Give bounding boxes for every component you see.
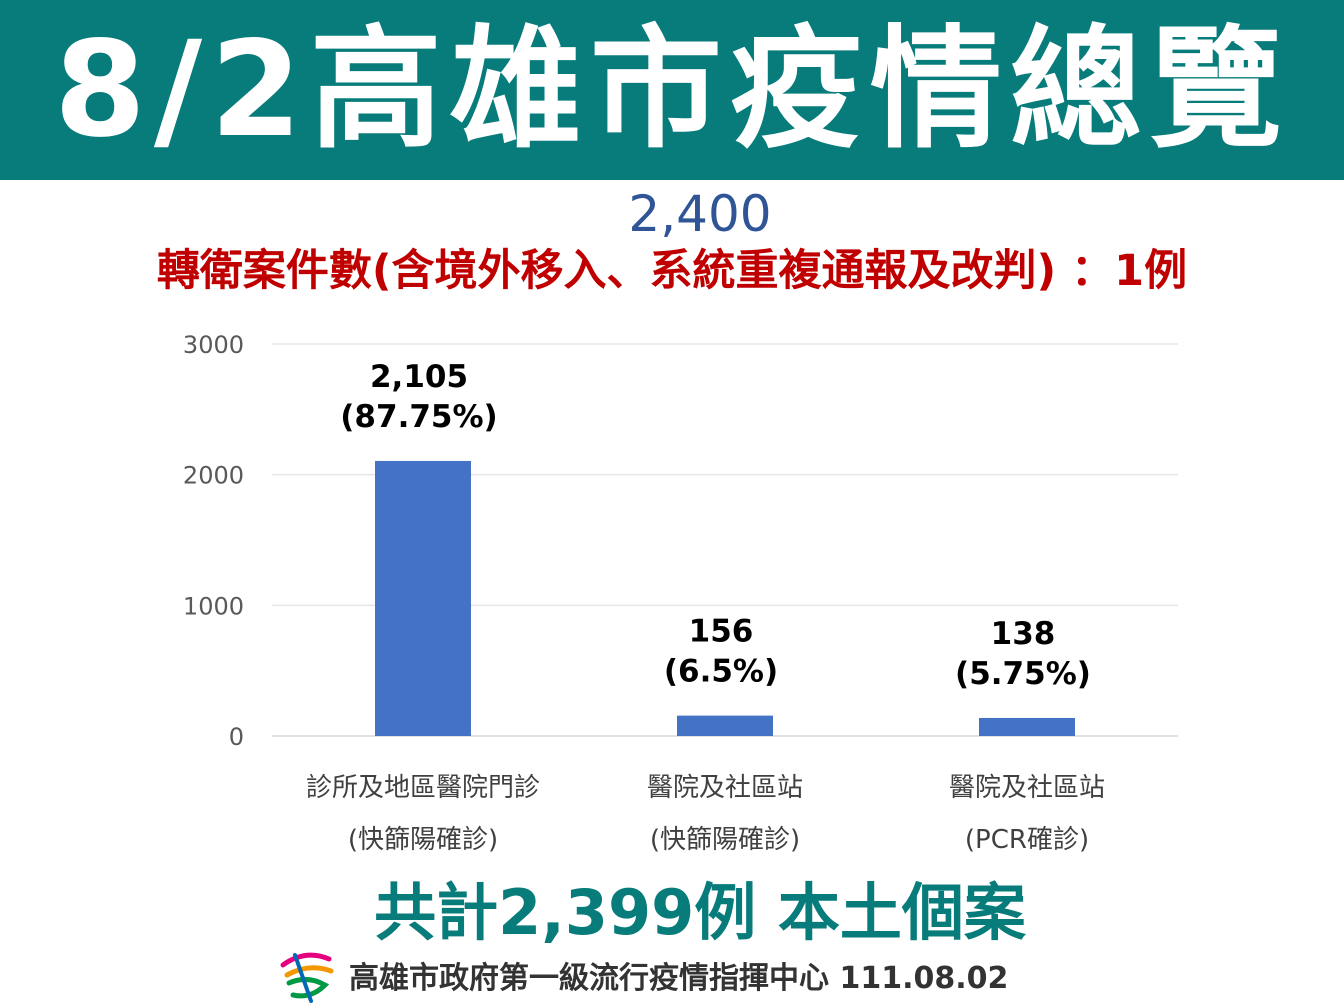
x-category-label: (PCR確診) (965, 825, 1089, 855)
footer-text: 高雄市政府第一級流行疫情指揮中心 111.08.02 (349, 961, 1009, 996)
x-category-label: (快篩陽確診) (348, 825, 498, 855)
footer: 高雄市政府第一級流行疫情指揮中心 111.08.02 (275, 942, 1008, 1008)
x-category-label: (快篩陽確診) (650, 825, 800, 855)
total-cases-figure: 2,400 (628, 185, 772, 243)
x-category-label: 醫院及社區站 (647, 773, 803, 803)
y-tick-label: 1000 (183, 592, 244, 620)
y-tick-label: 3000 (183, 331, 244, 359)
data-label-percent: (5.75%) (955, 656, 1091, 692)
y-tick-label: 0 (229, 723, 244, 751)
bar-chart: 0 1000 2000 3000 2,105 (87.75%) 診所及地區醫院門診 (快篩陽確… (183, 331, 1178, 855)
page-title: 8/2高雄市疫情總覽 (54, 13, 1290, 167)
x-category-label: 醫院及社區站 (949, 773, 1105, 803)
data-label-value: 138 (991, 616, 1056, 652)
bar-1 (375, 460, 471, 736)
summary-total: 共計2,399例 本土個案 (374, 876, 1026, 949)
title-banner: 8/2高雄市疫情總覽 (0, 0, 1344, 180)
data-label-value: 2,105 (370, 359, 468, 395)
data-label-value: 156 (689, 614, 754, 650)
x-category-label: 診所及地區醫院門診 (306, 773, 540, 803)
y-tick-label: 2000 (183, 462, 244, 490)
bar-3 (979, 717, 1075, 736)
data-label-percent: (6.5%) (664, 654, 778, 690)
bar-2 (677, 715, 773, 736)
transfer-note: 轉衛案件數(含境外移入、系統重複通報及改判) ：1例 (156, 246, 1188, 296)
data-label-percent: (87.75%) (340, 399, 497, 435)
kaohsiung-logo-icon (280, 952, 334, 1003)
